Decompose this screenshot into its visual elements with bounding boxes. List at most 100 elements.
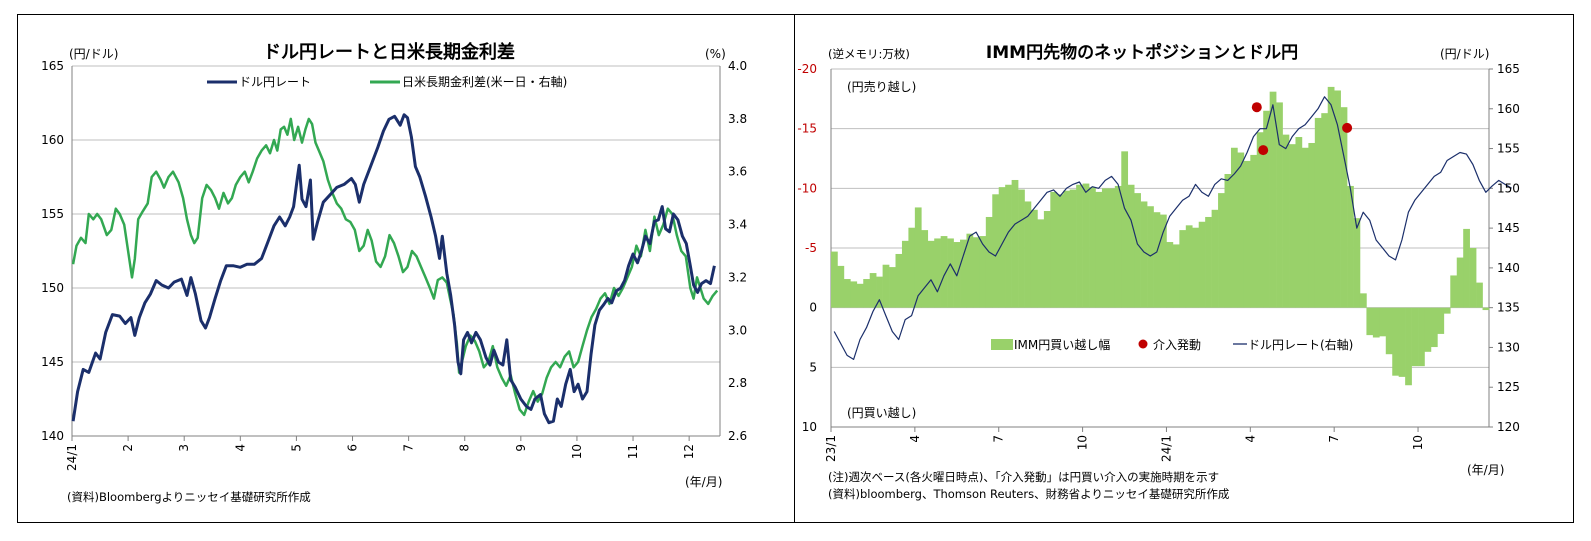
imm-y-tick-label: -10 [797, 181, 817, 195]
imm-bar [921, 230, 929, 308]
imm-bar [831, 251, 838, 308]
imm-bar [1005, 184, 1012, 308]
x-tick-label: 11 [626, 444, 640, 459]
imm-bar [1482, 307, 1490, 311]
x-tick-label: 6 [346, 444, 360, 452]
right-legend: IMM円買い越し幅 介入発動 ドル円レート(右軸) [991, 337, 1353, 352]
panel-divider [794, 14, 795, 523]
usdjpy-y-tick-label: 155 [1497, 142, 1520, 156]
imm-bar [1011, 179, 1019, 308]
imm-bar [1056, 194, 1064, 308]
imm-bar [1127, 184, 1135, 308]
x-tick-label: 24/1 [65, 444, 79, 471]
usdjpy-y-tick-label: 120 [1497, 420, 1520, 434]
right-y-tick-label: 3.8 [728, 112, 747, 126]
usdjpy-y-tick-label: 145 [1497, 221, 1520, 235]
imm-bar [972, 237, 980, 308]
imm-bar [1147, 206, 1154, 308]
imm-bar [837, 265, 845, 308]
right-right-axis-unit: (円/ドル) [1440, 47, 1489, 61]
imm-bar [1256, 132, 1264, 308]
imm-bar [985, 216, 993, 308]
x-tick-label: 4 [233, 444, 247, 452]
imm-bar [1379, 307, 1387, 337]
imm-bar [1095, 191, 1103, 308]
imm-bar [1301, 147, 1309, 308]
imm-bar [1037, 219, 1045, 308]
imm-bar [1430, 307, 1438, 348]
imm-bar [1230, 147, 1238, 308]
imm-bar [1321, 113, 1329, 308]
left-tick-labels: 140 145 150 155 160 165 2.6 2.8 3.0 3.2 3.4 3.6 3.8 4… [41, 59, 747, 471]
imm-bar [1082, 183, 1090, 308]
imm-bar [1030, 209, 1038, 308]
legend-label-usdjpy-right: ドル円レート(右軸) [1248, 337, 1353, 352]
imm-bar [1334, 90, 1341, 308]
imm-bar [1456, 257, 1464, 308]
imm-bar [1437, 307, 1445, 334]
imm-bar [1218, 193, 1225, 308]
right-y-tick-label: 3.0 [728, 323, 747, 337]
imm-y-tick-label: 10 [802, 420, 817, 434]
imm-y-tick-label: 5 [809, 360, 817, 374]
imm-bar [1089, 187, 1096, 308]
imm-bar [1450, 275, 1458, 308]
imm-bar [1418, 307, 1425, 367]
imm-bar [1295, 137, 1303, 308]
right-note: (注)週次ベース(各火曜日時点)、「介入発動」は円買い介入の実施時期を示す [828, 470, 1220, 484]
x-tick-label: 7 [1327, 435, 1341, 443]
right-left-axis-unit: (逆メモリ:万枚) [828, 47, 910, 61]
right-y-tick-label: 2.6 [728, 429, 747, 443]
figure-frame [17, 14, 1574, 523]
imm-bar [947, 238, 954, 308]
left-y-tick-label: 145 [41, 355, 64, 369]
left-y-tick-label: 160 [41, 133, 64, 147]
imm-bar [1140, 201, 1148, 308]
imm-bar [1314, 117, 1322, 308]
imm-bar [1308, 142, 1316, 308]
right-tick-labels: -20 -15 -10 -5 0 5 10 120 125 130 135 140 145 150 155 1… [797, 62, 1520, 462]
x-tick-label: 24/1 [1159, 435, 1173, 462]
imm-bar [1121, 151, 1129, 308]
left-y-tick-label: 150 [41, 281, 64, 295]
imm-bar [843, 279, 851, 308]
imm-bar [1250, 154, 1258, 308]
imm-bar [998, 187, 1006, 308]
usdjpy-y-tick-label: 165 [1497, 62, 1520, 76]
usdjpy-y-tick-label: 140 [1497, 261, 1520, 275]
right-y-tick-label: 3.6 [728, 165, 747, 179]
legend-label-spread: 日米長期金利差(米ー日・右軸) [402, 74, 567, 89]
usdjpy-y-tick-label: 125 [1497, 380, 1520, 394]
imm-bar [895, 253, 903, 308]
imm-bar [882, 264, 890, 308]
imm-bar [1166, 242, 1174, 308]
x-tick-label: 3 [177, 444, 191, 452]
imm-y-tick-label: -5 [805, 241, 817, 255]
imm-bar [934, 238, 941, 308]
right-y-tick-label: 3.4 [728, 218, 747, 232]
imm-bar [1476, 282, 1483, 308]
x-tick-label: 8 [458, 444, 472, 452]
imm-bar [856, 283, 864, 308]
imm-bar [992, 194, 1000, 308]
imm-bar [850, 281, 858, 308]
legend-label-usdjpy: ドル円レート [239, 75, 311, 89]
left-chart: ドル円レートと日米長期金利差 (円/ドル) (%) 140 145 150 155 16… [41, 41, 747, 489]
left-chart-title: ドル円レートと日米長期金利差 [263, 41, 515, 63]
usdjpy-y-tick-label: 135 [1497, 301, 1520, 315]
left-y-tick-label: 140 [41, 429, 64, 443]
left-source-note: (資料)Bloombergよりニッセイ基礎研究所作成 [67, 490, 311, 504]
imm-bar [1347, 185, 1354, 308]
right-panel: IMM円先物のネットポジションとドル円 (逆メモリ:万枚) (円/ドル) -20… [795, 14, 1574, 523]
imm-bar [966, 233, 974, 308]
left-x-unit: (年/月) [685, 475, 722, 489]
x-tick-label: 10 [570, 444, 584, 459]
imm-bar [1114, 185, 1122, 308]
imm-bar [901, 240, 909, 308]
intervention-marker [1251, 102, 1262, 113]
usdjpy-y-tick-label: 160 [1497, 102, 1520, 116]
imm-bar [1101, 188, 1109, 308]
intervention-marker [1258, 145, 1269, 156]
imm-bar [1237, 152, 1245, 308]
left-series-lines [71, 113, 719, 425]
